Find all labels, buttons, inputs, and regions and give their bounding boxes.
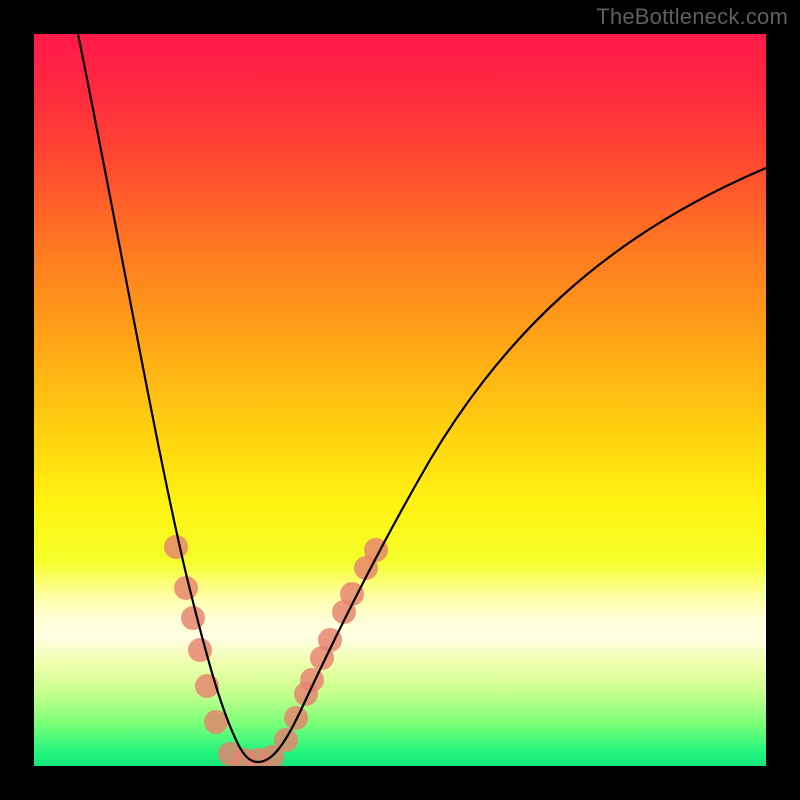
chart-frame: TheBottleneck.com [0, 0, 800, 800]
marker-dot [174, 576, 198, 600]
watermark-text: TheBottleneck.com [596, 4, 788, 30]
marker-dot [164, 535, 188, 559]
marker-dot [181, 606, 205, 630]
bottleneck-chart [0, 0, 800, 800]
gradient-background [34, 34, 766, 766]
